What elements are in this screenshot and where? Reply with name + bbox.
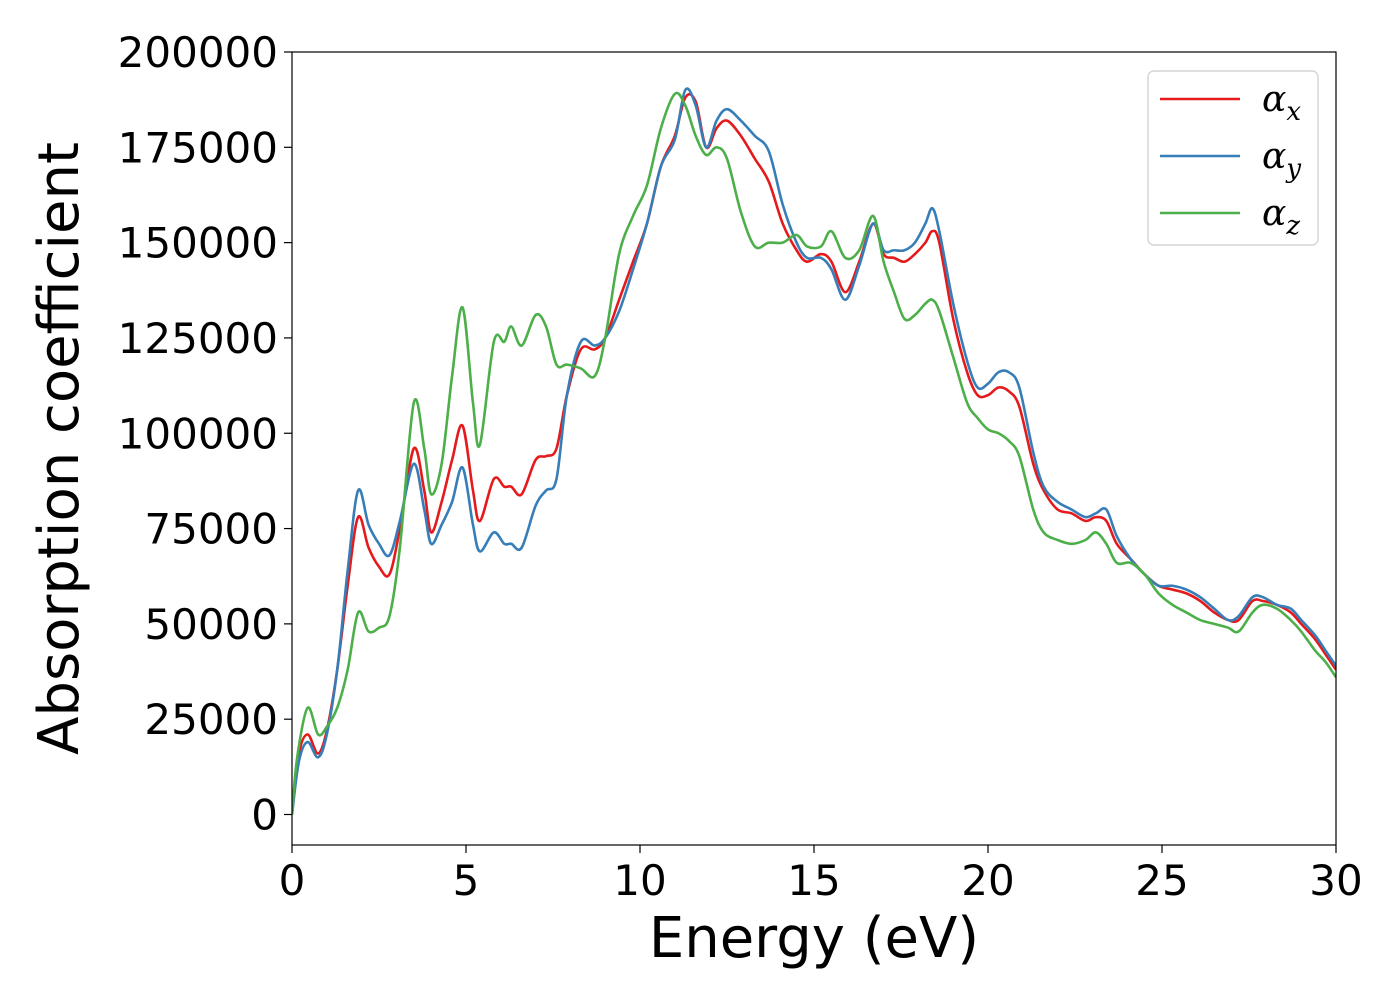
x-tick-label: 20 xyxy=(961,856,1014,905)
legend-label-base: α xyxy=(1262,79,1286,120)
legend-label-alpha-z: αz xyxy=(1262,193,1300,241)
ticks-layer: 0 5 10 15 20 25 30 0 25000 50000 75000 100000 125000… xyxy=(118,28,1363,905)
y-axis-label: Absorption coefficient xyxy=(27,142,92,755)
x-tick-label: 10 xyxy=(613,856,666,905)
legend-label-subscript: x xyxy=(1286,97,1301,127)
y-tick-label: 0 xyxy=(251,791,278,840)
y-tick-label: 150000 xyxy=(118,219,278,268)
x-tick-label: 15 xyxy=(787,856,840,905)
y-tick-label: 200000 xyxy=(118,28,278,77)
x-tick-label: 5 xyxy=(453,856,480,905)
y-tick-label: 75000 xyxy=(144,505,278,554)
x-tick-label: 30 xyxy=(1309,856,1362,905)
y-tick-label: 175000 xyxy=(118,123,278,172)
legend-label-base: α xyxy=(1262,136,1286,177)
x-axis-label: Energy (eV) xyxy=(649,906,979,971)
x-tick-label: 0 xyxy=(279,856,306,905)
y-tick-label: 25000 xyxy=(144,695,278,744)
legend-label-subscript: z xyxy=(1285,211,1300,241)
x-tick-label: 25 xyxy=(1135,856,1188,905)
legend-label-base: α xyxy=(1262,193,1286,234)
series-line-alpha-z xyxy=(292,91,1336,815)
legend-label-subscript: y xyxy=(1285,154,1301,184)
y-tick-label: 100000 xyxy=(118,409,278,458)
legend-label-alpha-y: αy xyxy=(1262,136,1301,184)
series-layer xyxy=(292,87,1336,815)
legend-box xyxy=(1147,70,1319,246)
y-tick-label: 125000 xyxy=(118,314,278,363)
legend-label-alpha-x: αx xyxy=(1262,79,1301,127)
y-tick-label: 50000 xyxy=(144,600,278,649)
